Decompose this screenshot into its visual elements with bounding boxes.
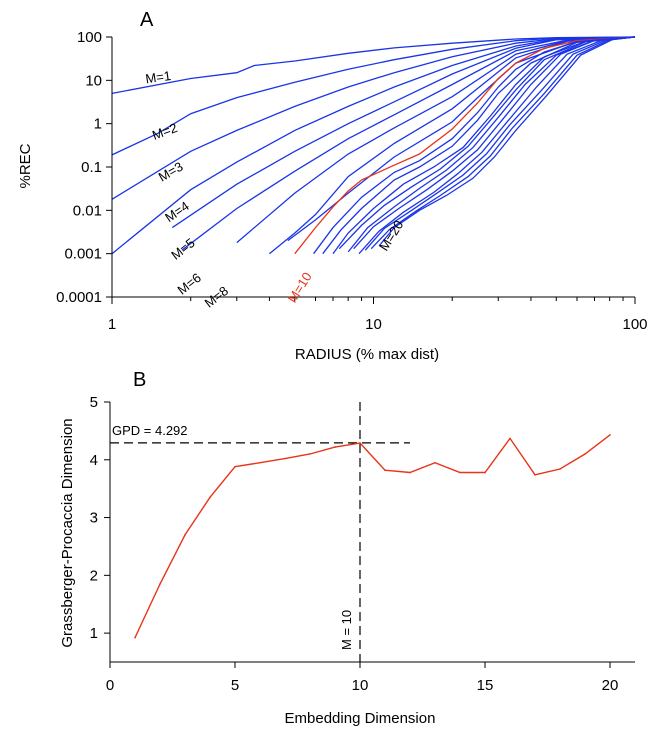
series-line-m16: [353, 36, 636, 250]
panel-b-x-tick-label: 0: [106, 677, 114, 694]
gpd-data-point: [359, 442, 361, 444]
series-line-m17: [358, 36, 636, 255]
panel-a-y-tick-label: 100: [77, 29, 102, 46]
gpd-data-point: [609, 434, 611, 436]
panel-b-y-tick-label: 1: [90, 625, 98, 642]
gpd-data-point: [509, 437, 511, 440]
panel-b-series-group: [134, 434, 611, 639]
panel-b-y-tick-label: 4: [90, 452, 98, 469]
series-line-m20: [378, 36, 636, 247]
panel-a-label: A: [140, 9, 154, 31]
panel-b-x-tick-label: 15: [477, 677, 494, 694]
gpd-data-point: [284, 457, 286, 460]
panel-a-y-tick-label: 0.001: [64, 246, 102, 263]
series-line-m15: [347, 36, 636, 253]
gpd-data-point: [234, 465, 236, 468]
panel-b-x-tick-label: 5: [231, 677, 239, 694]
series-label-m4: M=4: [162, 198, 192, 225]
series-label-m6: M=6: [175, 270, 204, 298]
series-label-m3: M=3: [156, 159, 186, 185]
panel-a-series-group: [111, 36, 636, 255]
gpd-data-point: [434, 461, 436, 464]
panel-a-y-tick-label: 1: [94, 116, 102, 133]
panel-a-y-tick-label: 0.01: [73, 202, 102, 219]
gpd-data-point: [159, 583, 161, 585]
panel-a-axes: 1 10 100 100 10 1 0.1 0.01 0.001 0.0001: [56, 29, 647, 333]
series-line-m2: [111, 36, 636, 156]
series-label-m5: M=5: [168, 235, 197, 263]
gpd-data-point: [584, 453, 586, 455]
panel-b-y-tick-label: 2: [90, 567, 98, 584]
gpd-data-point: [484, 471, 486, 474]
m10-annotation: M = 10: [339, 610, 354, 650]
gpd-data-point: [334, 446, 336, 448]
gpd-data-point: [259, 461, 261, 464]
panel-b-y-axis-label: Grassberger-Procaccia Dimension: [59, 418, 76, 647]
gpd-data-point: [209, 496, 211, 499]
panel-b-axes: 0 5 10 15 20 1 2 3 4 5: [90, 394, 635, 694]
panel-b-reference-lines: [110, 402, 410, 662]
series-label-m8: M=8: [202, 283, 231, 311]
series-label-m1: M=1: [144, 68, 171, 86]
panel-b-x-tick-label: 10: [352, 677, 369, 694]
series-line-m5: [171, 36, 636, 229]
series-line-m7: [236, 36, 636, 244]
series-label-m20: M=20: [376, 218, 406, 254]
gpd-annotation: GPD = 4.292: [112, 423, 188, 438]
series-line-m4: [111, 36, 636, 255]
series-line-m10: [294, 36, 636, 255]
panel-a-y-axis-label: %REC: [17, 143, 34, 188]
series-line-m11: [313, 36, 636, 255]
gpd-data-point: [309, 453, 311, 455]
panel-a-series-labels: M=1 M=2 M=3 M=4 M=5 M=6M=8 M=10 M=20: [144, 68, 406, 311]
panel-b-chart: B 0 5 10 15 20 1 2 3 4 5 GPD = 4.292 M = 10 Embed…: [59, 369, 635, 727]
gpd-data-point: [384, 469, 386, 472]
gpd-data-point: [134, 636, 136, 639]
series-line-m1: [111, 36, 636, 95]
panel-b-x-tick-label: 20: [602, 677, 619, 694]
series-line-m19: [370, 36, 636, 250]
series-line-m6: [181, 36, 636, 251]
panel-b-x-axis-label: Embedding Dimension: [285, 710, 436, 727]
panel-a-x-tick-label: 10: [365, 316, 382, 333]
gpd-data-point: [559, 468, 561, 470]
series-line-m13: [332, 36, 636, 255]
gpd-series-line: [134, 434, 611, 638]
panel-a-y-tick-label: 0.0001: [56, 289, 102, 306]
panel-a-y-tick-label: 10: [85, 72, 102, 89]
series-line-m8: [268, 36, 636, 255]
series-line-m18: [364, 36, 636, 251]
series-line-m12: [322, 36, 636, 255]
panel-b-y-tick-label: 3: [90, 510, 98, 527]
panel-a-x-axis-label: RADIUS (% max dist): [295, 346, 439, 363]
series-line-m3: [111, 36, 636, 200]
panel-b-label: B: [133, 369, 146, 391]
series-line-m14: [338, 36, 636, 250]
series-label-m10: M=10: [285, 269, 315, 305]
series-label-m2: M=2: [150, 120, 179, 143]
panel-a-x-tick-label: 100: [622, 316, 647, 333]
gpd-data-point: [534, 474, 536, 476]
panel-a-x-tick-label: 1: [108, 316, 116, 333]
gpd-data-point: [459, 471, 461, 474]
gpd-data-point: [184, 534, 186, 536]
panel-b-y-tick-label: 5: [90, 394, 98, 411]
series-line-m9: [287, 36, 636, 242]
panel-a-y-tick-label: 0.1: [81, 159, 102, 176]
gpd-data-point: [409, 471, 411, 474]
